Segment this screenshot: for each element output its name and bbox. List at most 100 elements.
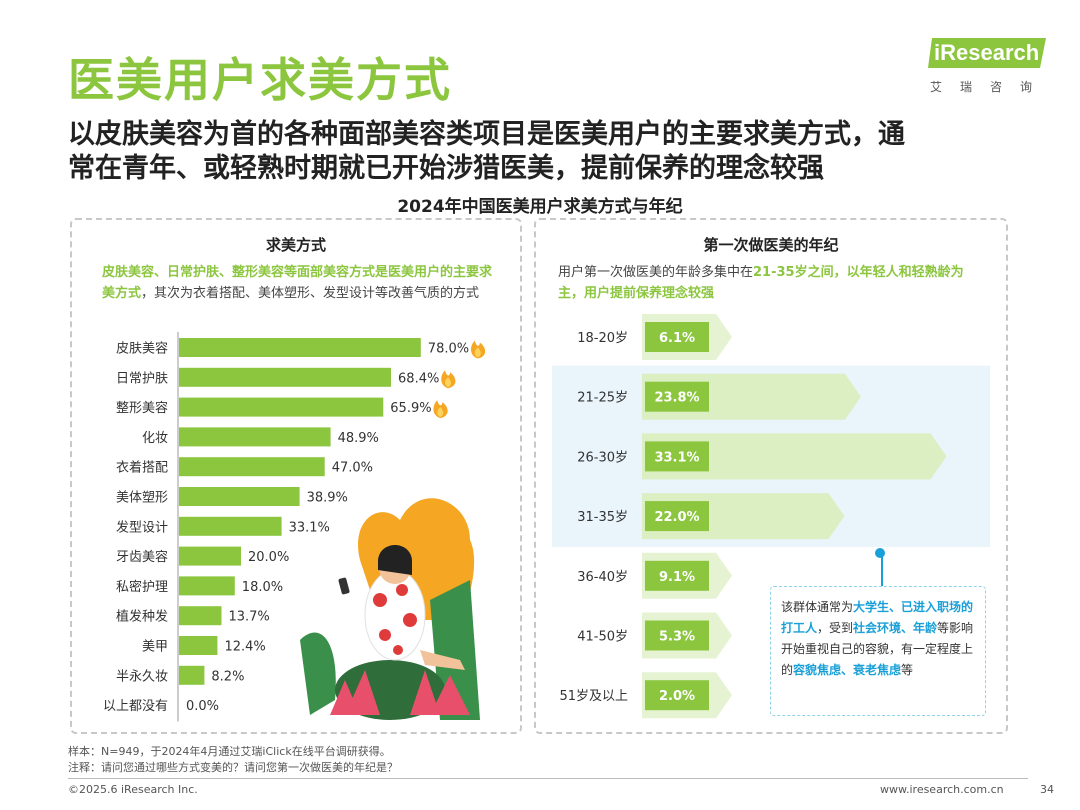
age-label: 36-40岁	[577, 570, 628, 585]
value-box	[645, 620, 709, 651]
beauty-methods-bars: 皮肤美容 78.0% 日常护肤 68.4% 整形美容 65.9% 化妆 48.9% 衣着搭配 47…	[103, 332, 486, 722]
category-label: 美甲	[142, 640, 168, 655]
value-label: 20.0%	[248, 550, 289, 565]
category-label: 日常护肤	[116, 371, 168, 386]
fire-inner-icon	[445, 377, 452, 388]
value-label: 8.2%	[211, 669, 244, 684]
category-label: 以上都没有	[103, 699, 168, 714]
left-panel-heading: 求美方式	[265, 236, 326, 254]
bar	[179, 367, 392, 387]
category-label: 植发种发	[116, 609, 168, 625]
value-label: 13.7%	[228, 610, 269, 625]
copyright: ©2025.6 iResearch Inc.	[68, 783, 198, 796]
age-label: 18-20岁	[577, 331, 628, 346]
subtitle-line-1: 以皮肤美容为首的各种面部美容类项目是医美用户的主要求美方式，通	[68, 119, 905, 150]
value-label: 0.0%	[186, 699, 219, 714]
category-label: 牙齿美容	[116, 549, 168, 565]
value-label: 23.8%	[654, 391, 699, 406]
value-label: 48.9%	[338, 431, 379, 446]
age-label: 51岁及以上	[559, 689, 628, 704]
category-label: 皮肤美容	[116, 341, 168, 357]
right-note-highlight: 21-35岁之间，以年轻人和轻熟龄为主，用户提前保养理念较强	[558, 265, 964, 301]
category-label: 衣着搭配	[116, 460, 168, 476]
value-box	[645, 381, 709, 412]
website-link[interactable]: www.iresearch.com.cn	[880, 783, 1004, 796]
value-label: 78.0%	[428, 342, 469, 357]
bar	[179, 516, 282, 536]
value-label: 47.0%	[332, 461, 373, 476]
right-panel-heading: 第一次做医美的年纪	[703, 236, 839, 254]
callout-h3: 容貌焦虑、衰老焦虑	[793, 663, 902, 677]
page-title: 医美用户求美方式	[68, 53, 452, 107]
footnote-note: 注释：请问您通过哪些方式变美的？请问您第一次做医美的年纪是？	[68, 761, 398, 774]
value-label: 6.1%	[659, 331, 695, 346]
left-panel: 求美方式 皮肤美容、日常护肤、整形美容等面部美容方式是医美用户的主要求美方式，其…	[70, 218, 522, 734]
logo-chinese-text: 艾瑞咨询	[930, 80, 1051, 94]
footer-divider	[68, 778, 1028, 779]
callout-t3: 等影响开始重视自己的容貌，有一定程度上的	[781, 621, 974, 677]
page-number: 34	[1040, 783, 1054, 796]
callout-t4: 等	[901, 663, 914, 677]
subtitle-line-2: 常在青年、或轻熟时期就已开始涉猎医美，提前保养的理念较强	[68, 153, 824, 184]
callout-h2: 社会环境、年龄	[853, 621, 938, 635]
value-label: 18.0%	[242, 580, 283, 595]
value-box	[645, 501, 709, 532]
woman-illustration	[300, 498, 480, 720]
value-label: 9.1%	[659, 570, 695, 585]
value-box	[645, 322, 709, 352]
first-age-bars: 18-20岁 6.1% 21-25岁 23.8% 26-30岁 33.1% 31-35岁 22…	[552, 314, 990, 719]
footnote-sample: 样本：N=949，于2024年4月通过艾瑞iClick在线平台调研获得。	[68, 745, 391, 758]
callout-box: 该群体通常为大学生、已进入职场的打工人，受到社会环境、年龄等影响开始重视自己的容…	[770, 586, 986, 716]
right-note-start: 用户第一次做医美的年龄多集中在	[558, 265, 754, 280]
bar	[179, 576, 235, 596]
bar	[179, 427, 331, 447]
callout-h1: 大学生、已进入职场的打工人	[781, 600, 974, 635]
callout-t1: 该群体通常为	[781, 600, 854, 614]
logo-text: iResearch	[934, 40, 1040, 65]
category-label: 发型设计	[116, 519, 168, 535]
logo-badge-icon	[928, 38, 1046, 68]
bar	[179, 546, 241, 566]
chart-title: 2024年中国医美用户求美方式与年纪	[397, 197, 683, 217]
bar	[179, 665, 205, 685]
bar	[179, 487, 300, 506]
left-panel-note: 皮肤美容、日常护肤、整形美容等面部美容方式是医美用户的主要求美方式，其次为衣着搭…	[102, 262, 502, 304]
age-label: 26-30岁	[577, 450, 628, 465]
category-label: 私密护理	[116, 579, 168, 595]
value-label: 5.3%	[659, 630, 695, 645]
value-label: 33.1%	[289, 520, 330, 535]
value-box	[645, 560, 709, 591]
age-label: 41-50岁	[577, 630, 628, 645]
fire-inner-icon	[437, 407, 444, 418]
left-note-highlight: 皮肤美容、日常护肤、整形美容等面部美容方式是医美用户的主要求美方式	[102, 265, 493, 301]
value-label: 22.0%	[654, 510, 699, 525]
age-label: 31-35岁	[577, 510, 628, 525]
subtitle: 以皮肤美容为首的各种面部美容类项目是医美用户的主要求美方式，通 常在青年、或轻熟…	[68, 118, 1018, 186]
value-label: 33.1%	[654, 450, 699, 465]
category-label: 美体塑形	[116, 491, 168, 506]
bar	[179, 606, 222, 626]
callout-text: 该群体通常为大学生、已进入职场的打工人，受到社会环境、年龄等影响开始重视自己的容…	[781, 597, 977, 681]
value-label: 38.9%	[307, 491, 348, 506]
iresearch-logo: iResearch 艾瑞咨询	[928, 38, 1048, 94]
callout-connector	[881, 556, 883, 586]
value-label: 2.0%	[659, 689, 695, 704]
category-label: 半永久妆	[116, 669, 168, 684]
right-panel: 第一次做医美的年纪 用户第一次做医美的年龄多集中在21-35岁之间，以年轻人和轻…	[534, 218, 1008, 734]
age-label: 21-25岁	[577, 391, 628, 406]
value-label: 12.4%	[224, 640, 265, 655]
fire-inner-icon	[474, 347, 481, 358]
bar	[179, 338, 421, 357]
callout-dot	[875, 548, 885, 558]
bar	[179, 636, 218, 655]
left-note-rest: ，其次为衣着搭配、美体塑形、发型设计等改善气质的方式	[141, 286, 480, 301]
right-panel-note: 用户第一次做医美的年龄多集中在21-35岁之间，以年轻人和轻熟龄为主，用户提前保…	[558, 262, 988, 304]
value-label: 68.4%	[398, 371, 439, 386]
arrow-bar	[642, 433, 947, 480]
category-label: 化妆	[142, 431, 168, 446]
value-label: 65.9%	[390, 401, 431, 416]
value-box	[645, 680, 709, 711]
value-box	[645, 441, 709, 472]
